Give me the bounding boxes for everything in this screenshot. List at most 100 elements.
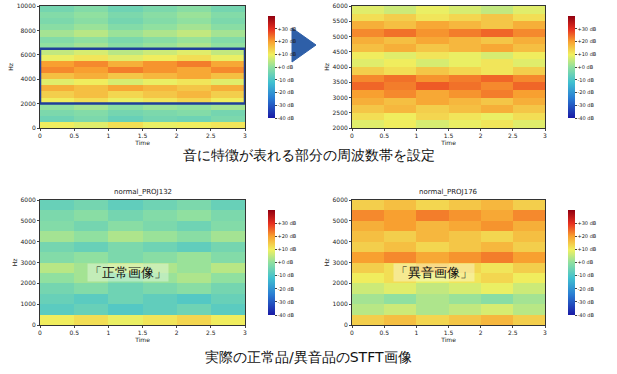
svg-text:-10 dB: -10 dB [278,77,295,83]
svg-text:1: 1 [414,329,418,336]
svg-text:-10 dB: -10 dB [578,272,595,278]
svg-text:-30 dB: -30 dB [578,102,595,108]
svg-text:2: 2 [479,132,483,139]
svg-text:normal_PROJ176: normal_PROJ176 [419,188,478,196]
svg-text:3: 3 [243,329,247,336]
svg-text:3: 3 [543,132,547,139]
svg-text:4000: 4000 [333,63,348,70]
svg-text:3000: 3000 [333,94,348,101]
svg-text:5000: 5000 [21,217,36,224]
svg-text:normal_PROJ132: normal_PROJ132 [114,188,172,196]
svg-text:-40 dB: -40 dB [578,312,595,318]
svg-text:2.5: 2.5 [508,132,518,139]
svg-text:1.5: 1.5 [138,329,148,336]
svg-text:5000: 5000 [333,33,348,40]
svg-text:2000: 2000 [21,279,36,286]
svg-text:「正常画像」: 「正常画像」 [89,265,167,280]
svg-text:3500: 3500 [333,78,348,85]
svg-text:0: 0 [32,321,36,328]
svg-text:音に特徴が表れる部分の周波数帯を設定: 音に特徴が表れる部分の周波数帯を設定 [183,147,435,163]
svg-text:-30 dB: -30 dB [578,299,595,305]
svg-text:0.5: 0.5 [69,329,79,336]
svg-text:3: 3 [243,132,247,139]
svg-text:-20 dB: -20 dB [578,89,595,95]
svg-text:Time: Time [134,336,150,343]
svg-text:2: 2 [479,329,483,336]
svg-text:実際の正常品/異音品のSTFT画像: 実際の正常品/異音品のSTFT画像 [205,349,412,365]
svg-text:6000: 6000 [333,2,348,9]
svg-text:+0 dB: +0 dB [278,64,294,70]
svg-text:1000: 1000 [21,300,36,307]
svg-text:0: 0 [344,321,348,328]
svg-text:0.5: 0.5 [69,132,79,139]
svg-text:0: 0 [32,124,36,131]
svg-text:2000: 2000 [333,124,348,131]
svg-text:0.5: 0.5 [379,132,389,139]
svg-text:2: 2 [175,132,179,139]
svg-text:+10 dB: +10 dB [278,246,297,252]
svg-text:+20 dB: +20 dB [578,233,597,239]
svg-text:+0 dB: +0 dB [578,64,594,70]
svg-text:1000: 1000 [333,300,348,307]
svg-text:3000: 3000 [333,259,348,266]
svg-text:6000: 6000 [333,196,348,203]
svg-text:8000: 8000 [21,27,36,34]
svg-text:5500: 5500 [333,17,348,24]
svg-text:+0 dB: +0 dB [278,259,294,265]
svg-text:2.5: 2.5 [206,132,216,139]
svg-text:Hz: Hz [323,63,330,71]
svg-text:-10 dB: -10 dB [278,272,295,278]
svg-text:-20 dB: -20 dB [278,286,295,292]
svg-text:Hz: Hz [7,63,14,71]
svg-text:Time: Time [440,336,456,343]
svg-text:+30 dB: +30 dB [278,220,297,226]
svg-text:Hz: Hz [11,259,18,267]
svg-text:1: 1 [106,329,110,336]
svg-text:2.5: 2.5 [206,329,216,336]
svg-text:+30 dB: +30 dB [578,26,597,32]
svg-text:2000: 2000 [333,279,348,286]
svg-text:+20 dB: +20 dB [278,38,297,44]
svg-text:4000: 4000 [21,238,36,245]
svg-text:+20 dB: +20 dB [278,233,297,239]
svg-text:Hz: Hz [323,259,330,267]
svg-text:1: 1 [414,132,418,139]
svg-text:0: 0 [38,329,42,336]
svg-text:Time: Time [134,139,150,146]
svg-text:「異音画像」: 「異音画像」 [395,265,473,280]
svg-text:4000: 4000 [333,238,348,245]
svg-text:0: 0 [350,132,354,139]
svg-text:0: 0 [38,132,42,139]
svg-text:+30 dB: +30 dB [578,220,597,226]
svg-text:2: 2 [175,329,179,336]
svg-text:0.5: 0.5 [379,329,389,336]
svg-text:-40 dB: -40 dB [278,312,295,318]
svg-text:0: 0 [350,329,354,336]
svg-text:6000: 6000 [21,51,36,58]
svg-text:1.5: 1.5 [138,132,148,139]
svg-text:10000: 10000 [17,2,36,9]
svg-text:4000: 4000 [21,75,36,82]
svg-text:+10 dB: +10 dB [578,51,597,57]
svg-text:+0 dB: +0 dB [578,259,594,265]
svg-text:-40 dB: -40 dB [278,115,295,121]
svg-text:-20 dB: -20 dB [578,286,595,292]
svg-text:-10 dB: -10 dB [578,77,595,83]
svg-text:-30 dB: -30 dB [278,299,295,305]
svg-text:-30 dB: -30 dB [278,102,295,108]
svg-text:2.5: 2.5 [508,329,518,336]
svg-text:6000: 6000 [21,196,36,203]
svg-text:2000: 2000 [21,100,36,107]
svg-text:+10 dB: +10 dB [578,246,597,252]
svg-text:Time: Time [440,139,456,146]
svg-text:5000: 5000 [333,217,348,224]
svg-text:+20 dB: +20 dB [578,38,597,44]
svg-text:+10 dB: +10 dB [278,51,297,57]
svg-text:3: 3 [543,329,547,336]
svg-text:1.5: 1.5 [444,329,454,336]
svg-text:1: 1 [106,132,110,139]
svg-text:-20 dB: -20 dB [278,89,295,95]
svg-text:4500: 4500 [333,48,348,55]
svg-text:1.5: 1.5 [444,132,454,139]
svg-text:+30 dB: +30 dB [278,26,297,32]
